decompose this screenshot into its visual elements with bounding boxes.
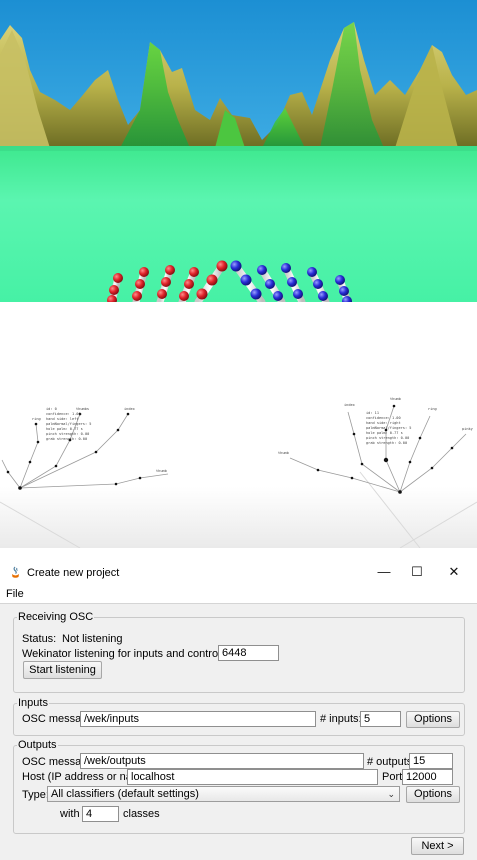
java-app-icon (9, 566, 22, 579)
output-port-label: Port: (382, 771, 406, 783)
svg-text:hand side: right: hand side: right (366, 421, 401, 425)
right-tag-ring: ring (428, 407, 437, 411)
receiving-osc-legend: Receiving OSC (18, 611, 94, 623)
svg-text:palmNormal/fingers: 5: palmNormal/fingers: 5 (46, 422, 91, 426)
right-tag-thumb-2: thumb (278, 451, 289, 455)
svg-text:hole palm: 0.77 s: hole palm: 0.77 s (366, 431, 403, 435)
inputs-osc-message-input[interactable] (80, 711, 316, 727)
svg-text:hole palm: 0.77 s: hole palm: 0.77 s (46, 427, 83, 431)
with-label: with (60, 808, 80, 820)
host-input[interactable] (127, 769, 378, 785)
left-hand-joints (6, 412, 142, 490)
right-tag-pinky: pinky (462, 427, 474, 431)
minimize-button[interactable]: — (377, 564, 391, 579)
svg-text:grab strength: 0.00: grab strength: 0.00 (46, 437, 87, 441)
vr-scene-render (0, 0, 477, 302)
svg-text:palmNormal/fingers: 5: palmNormal/fingers: 5 (366, 426, 411, 430)
start-listening-button[interactable]: Start listening (23, 661, 102, 679)
classes-label: classes (123, 808, 160, 820)
status-label: Status: (22, 633, 57, 645)
status-value: Not listening (62, 633, 123, 645)
right-hand-joints (316, 404, 454, 494)
inputs-group: Inputs (13, 697, 465, 736)
listen-port-input[interactable] (218, 645, 279, 661)
next-button[interactable]: Next > (411, 837, 464, 855)
menu-file[interactable]: File (6, 588, 24, 600)
left-tag-index: index (124, 407, 136, 411)
svg-text:id: 0: id: 0 (46, 407, 57, 411)
listen-port-label: Wekinator listening for inputs and contr… (22, 648, 261, 660)
host-label: Host (IP address or name): (22, 771, 154, 783)
output-port-input[interactable] (402, 769, 453, 785)
inputs-legend: Inputs (18, 697, 48, 709)
outputs-count-input[interactable] (409, 753, 453, 769)
svg-text:pinch strength: 0.00: pinch strength: 0.00 (366, 436, 409, 440)
outputs-osc-message-input[interactable] (80, 753, 364, 769)
right-hand-model (230, 260, 352, 302)
chevron-down-icon: ⌄ (387, 789, 395, 799)
type-select-value: All classifiers (default settings) (51, 788, 199, 800)
right-tag-index: index (344, 403, 356, 407)
svg-text:pinch strength: 0.00: pinch strength: 0.00 (46, 432, 89, 436)
left-hand-readout: id: 0 confidence: 1.00 hand side: left p… (46, 407, 91, 441)
svg-text:id: 11: id: 11 (366, 411, 379, 415)
menu-bar: File (0, 588, 477, 604)
left-tag-thumb: thumb (156, 469, 167, 473)
left-hand-model (107, 260, 228, 302)
svg-text:hand side: left: hand side: left (46, 417, 78, 421)
create-project-dialog: Create new project — ☐ ✕ File Receiving … (0, 556, 477, 860)
outputs-group: Outputs (13, 739, 465, 834)
hand-tracking-visualizer: ring thumbs index thumb index thumb ring… (0, 302, 477, 548)
type-select[interactable]: All classifiers (default settings) ⌄ (47, 786, 400, 802)
inputs-options-button[interactable]: Options (406, 711, 460, 728)
left-tag-ring: ring (32, 417, 41, 421)
right-hand-skeleton (289, 405, 467, 493)
dialog-titlebar[interactable]: Create new project — ☐ ✕ (0, 556, 477, 588)
left-hand-skeleton (1, 413, 169, 489)
outputs-options-button[interactable]: Options (406, 786, 460, 803)
left-tag-thumbs: thumbs (76, 407, 89, 411)
hand-skeleton-view: ring thumbs index thumb index thumb ring… (0, 302, 477, 548)
receiving-osc-group: Receiving OSC (13, 611, 465, 693)
outputs-osc-label: OSC message: (22, 756, 97, 768)
maximize-button[interactable]: ☐ (411, 564, 423, 579)
inputs-count-input[interactable] (360, 711, 401, 727)
dialog-title: Create new project (27, 567, 120, 579)
inputs-count-label: # inputs: (320, 713, 362, 725)
type-label: Type: (22, 789, 49, 801)
svg-text:grab strength: 0.00: grab strength: 0.00 (366, 441, 407, 445)
svg-text:confidence: 1.00: confidence: 1.00 (366, 416, 401, 420)
vr-scene-view (0, 0, 477, 302)
classes-count-input[interactable] (82, 806, 119, 822)
right-hand-readout: id: 11 confidence: 1.00 hand side: right… (366, 411, 411, 445)
close-button[interactable]: ✕ (448, 564, 460, 579)
outputs-count-label: # outputs: (367, 756, 416, 768)
outputs-legend: Outputs (18, 739, 57, 751)
inputs-osc-label: OSC message: (22, 713, 97, 725)
svg-text:confidence: 1.00: confidence: 1.00 (46, 412, 81, 416)
right-tag-thumb: thumb (390, 397, 401, 401)
